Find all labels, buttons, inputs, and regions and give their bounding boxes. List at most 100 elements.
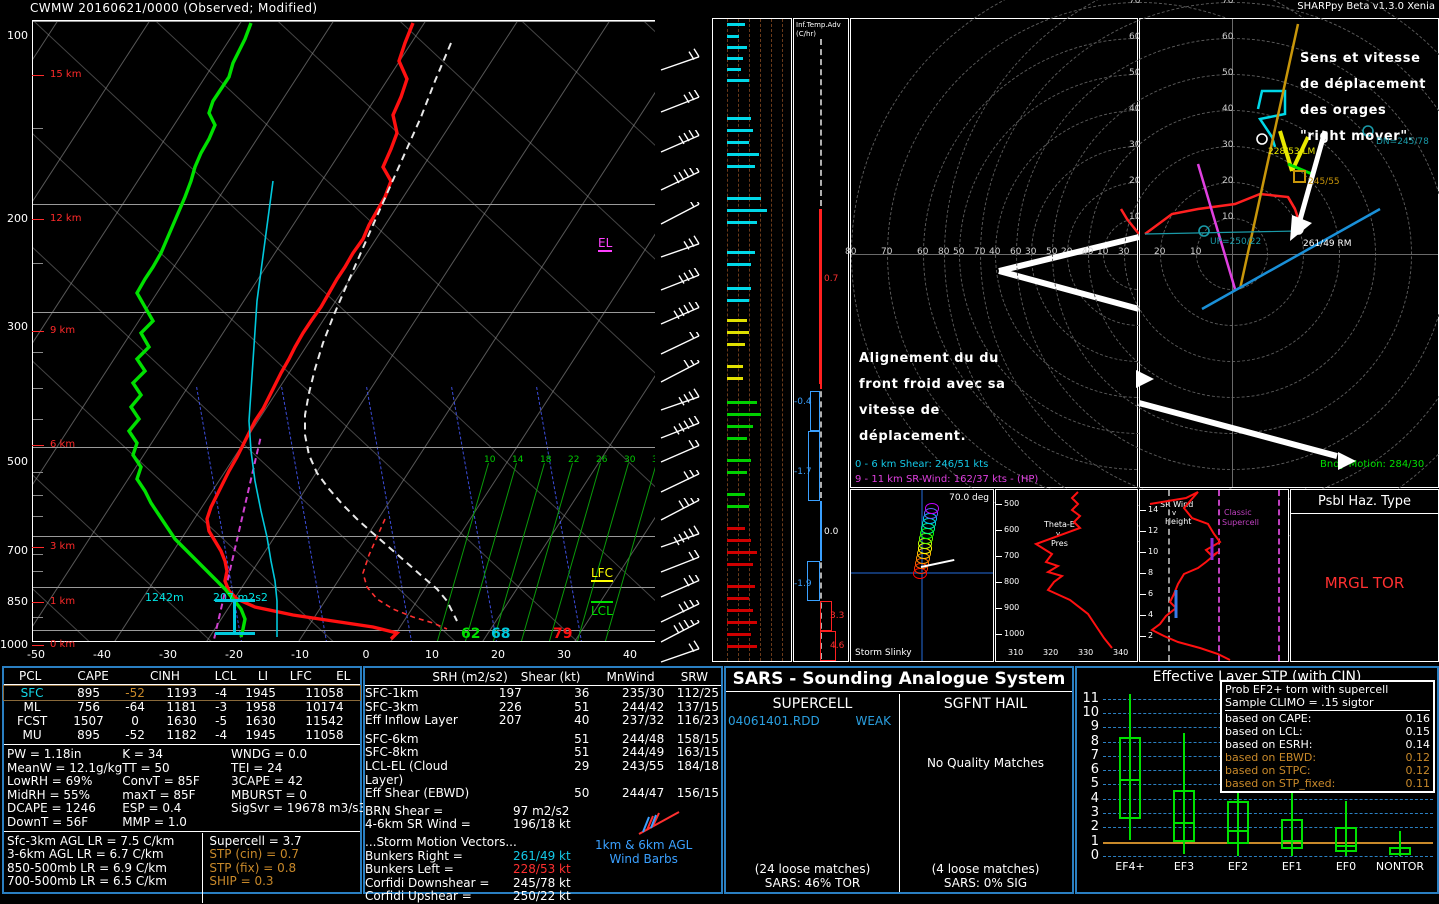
srwind-title-1: SR Wind bbox=[1160, 500, 1194, 509]
stp-y-tick-label: 7 bbox=[1090, 747, 1099, 763]
hodograph-right[interactable]: 10102020303040405050606070708080Sens et … bbox=[938, 0, 1439, 542]
kinematics-cell: 50 bbox=[574, 786, 590, 801]
isobar-tick bbox=[33, 494, 43, 496]
severe-index-item: SHIP = 0.3 bbox=[209, 874, 274, 889]
stp-y-tick-label: 2 bbox=[1090, 819, 1099, 835]
kinematics-cell bbox=[473, 787, 524, 801]
sfc-dewpoint-value: 62 bbox=[461, 626, 481, 642]
hodograph-ring-label: 10 bbox=[1222, 212, 1234, 222]
slinky-ring bbox=[924, 503, 939, 514]
skewt-plot-area[interactable]: 10141822263034ELLFCLCLSFC1242m207 m2s262… bbox=[32, 20, 692, 642]
isobar-line bbox=[33, 21, 691, 22]
hodograph-boundary-line bbox=[1238, 23, 1300, 290]
stp-y-tick-label: 3 bbox=[1090, 805, 1099, 821]
kinematics-cell bbox=[473, 746, 524, 760]
profile-bar bbox=[727, 621, 757, 624]
thermo-cell-li: -4 bbox=[215, 686, 228, 700]
wind-barb bbox=[660, 550, 700, 573]
thermo-cell-lfc: 1958 bbox=[245, 700, 276, 714]
profile-bar bbox=[727, 505, 749, 508]
kinematics-panel: SRH (m2/s2) Shear (kt) MnWind SRW SFC-1km 19… bbox=[363, 666, 723, 903]
thermo-cell-pcl: ML bbox=[23, 700, 41, 714]
temperature-tick-label: -10 bbox=[291, 648, 309, 661]
hodograph-ring-label: 20 bbox=[1154, 247, 1166, 257]
profile-bar bbox=[727, 609, 753, 612]
storm-motion-value: 228/53 kt bbox=[513, 862, 571, 877]
height-tick bbox=[32, 445, 44, 447]
thermo-table-row[interactable]: ML 756 -64 1181 -3 1958 10174 bbox=[4, 700, 360, 714]
srwind-profile-trace bbox=[1149, 491, 1231, 661]
mean-wind-square bbox=[1293, 170, 1306, 183]
lapse-rate-item: 3-6km AGL LR = 6.7 C/km bbox=[7, 847, 164, 862]
hodograph-ring-label: 30 bbox=[1118, 247, 1130, 257]
thermo-index-item: LowRH = 69% bbox=[7, 774, 93, 789]
kinematics-row: Eff Inflow Layer 207 40 237/32 116/23 bbox=[365, 714, 721, 728]
thermo-column-header: LCL bbox=[214, 669, 237, 683]
wind-barb bbox=[660, 470, 700, 493]
srwind-height-label: 8 bbox=[1148, 568, 1154, 577]
isobar-tick bbox=[33, 418, 43, 420]
cape-isopleth-label: 18 bbox=[540, 455, 552, 465]
storm-motion-row: Bunkers Left = 228/53 kt bbox=[365, 863, 721, 877]
profile-bar bbox=[727, 299, 749, 302]
stp-reference-line bbox=[1103, 841, 1433, 844]
pressure-label: 850 bbox=[7, 595, 28, 609]
stp-y-tick-label: 11 bbox=[1082, 690, 1099, 706]
profile-bar bbox=[727, 633, 751, 636]
thermo-table-row[interactable]: FCST 1507 0 1630 -5 1630 11542 bbox=[4, 714, 360, 728]
profile-bar bbox=[727, 319, 747, 322]
stp-category-label: EF3 bbox=[1173, 860, 1195, 873]
thermo-column-header: PCL bbox=[18, 669, 42, 683]
thetae-x-label: 340 bbox=[1113, 648, 1129, 657]
kinematics-column-header: SRW bbox=[680, 670, 709, 684]
thermo-index-column: PW = 1.18in MeanW = 12.1g/kg LowRH = 69% Mi… bbox=[7, 747, 122, 830]
thermo-index-item: DCAPE = 1246 bbox=[7, 801, 96, 816]
inferred-temp-advection-strip: Inf.Temp.Adv (C/hr) 0.7 -0.4 -1.7 0.0 -1.9 3.… bbox=[793, 18, 849, 662]
kinematics-cell: Eff Shear (EBWD) bbox=[365, 786, 470, 801]
profile-bar bbox=[727, 209, 767, 212]
thermo-table-body: SFC 895 -52 1193 -4 1945 11058 ML 756 -64 1181 -3 19… bbox=[3, 685, 361, 742]
hodograph-ring-label: 30 bbox=[1222, 140, 1234, 150]
profile-bar bbox=[727, 117, 751, 120]
thermo-cell-el: 11058 bbox=[305, 686, 344, 700]
wind-barb bbox=[660, 640, 700, 663]
hodograph-ring-label: 10 bbox=[1190, 247, 1202, 257]
kinematics-group-2: SFC-6km 51 244/48 158/15 SFC-8km 51 244/49 163/… bbox=[365, 732, 721, 801]
rm-arrow-head bbox=[1290, 215, 1312, 241]
thermo-cell-cape: 1507 bbox=[73, 714, 104, 728]
thermo-index-item: K = 34 bbox=[122, 747, 164, 761]
profile-bar bbox=[727, 645, 757, 648]
kinematics-cell: 244/47 bbox=[621, 786, 665, 801]
storm-motion-value: 245/78 kt bbox=[513, 875, 571, 890]
stp-legend-label: based on CAPE: bbox=[1225, 712, 1312, 725]
stp-legend-label: based on ESRH: bbox=[1225, 738, 1313, 751]
sars-match-name[interactable]: 04061401.RDD bbox=[728, 714, 820, 728]
thermo-table-row[interactable]: SFC 895 -52 1193 -4 1945 11058 bbox=[3, 685, 361, 701]
thetae-x-label: 310 bbox=[1008, 648, 1024, 657]
stp-gridline bbox=[1103, 856, 1433, 857]
thermo-index-item: TT = 50 bbox=[122, 760, 170, 775]
shear-0-6km-label: 0 - 6 km Shear: 246/51 kts bbox=[855, 459, 989, 470]
thermo-cell-cape: 895 bbox=[77, 728, 100, 742]
wind-barb bbox=[660, 360, 700, 383]
hodograph-ring-label: 50 bbox=[1222, 68, 1234, 78]
thermo-table-row[interactable]: MU 895 -52 1182 -4 1945 11058 bbox=[4, 728, 360, 742]
height-tick bbox=[32, 75, 44, 77]
wetbulb-profile-strip bbox=[712, 18, 792, 662]
thetae-x-label: 330 bbox=[1078, 648, 1094, 657]
wind-barb-icon bbox=[638, 811, 680, 835]
thermo-cell-lfc: 1945 bbox=[245, 728, 276, 742]
severe-index-block: Supercell = 3.7 STP (cin) = 0.7 STP (fix) … bbox=[203, 833, 360, 903]
storm-motion-label: Bunkers Right = bbox=[365, 848, 463, 863]
profile-bar bbox=[727, 23, 745, 26]
pressure-label: 1000 bbox=[0, 638, 28, 652]
stp-y-tick-label: 5 bbox=[1090, 776, 1099, 792]
srwind-height-tick bbox=[1140, 552, 1146, 553]
skewt-logp-diagram[interactable]: 10141822263034ELLFCLCLSFC1242m207 m2s262… bbox=[0, 16, 710, 664]
sfc-temp-value: 79 bbox=[553, 626, 573, 642]
kinematics-cell bbox=[473, 760, 524, 787]
profile-bar bbox=[727, 57, 743, 60]
cape-isopleth-label: 22 bbox=[568, 455, 580, 465]
thermo-index-item: ConvT = 85F bbox=[122, 774, 200, 789]
